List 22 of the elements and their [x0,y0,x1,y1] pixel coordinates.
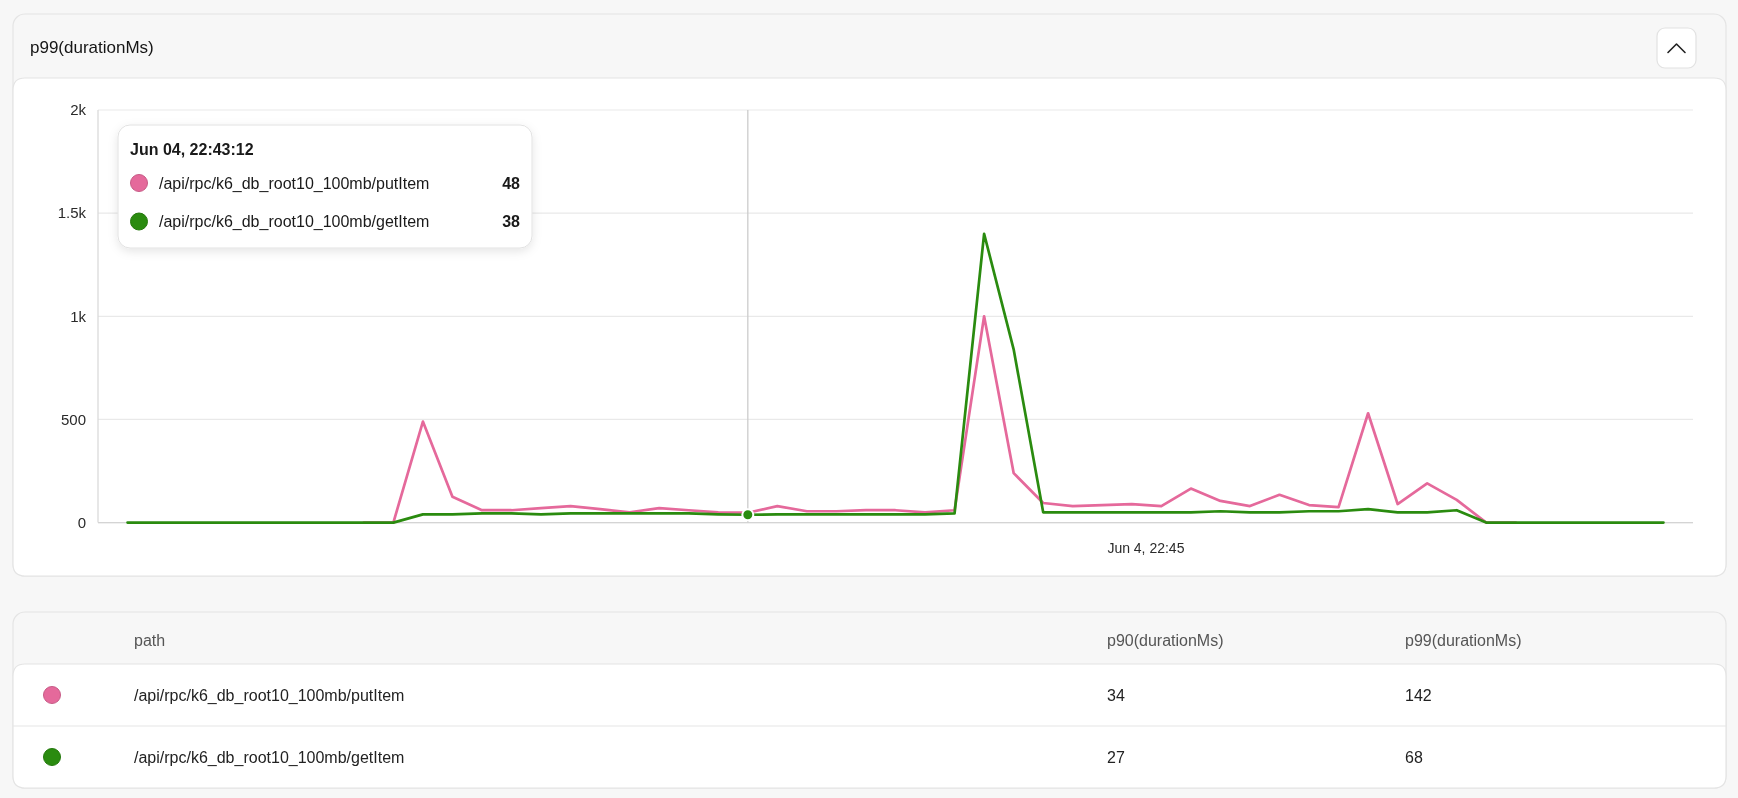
text: 34 [1107,686,1125,704]
y-tick-label: 1.5k [57,204,87,222]
text: Jun 4, 22:45 [1107,539,1185,556]
legend-label: /api/rpc/k6_db_root10_100mb/getItem [159,213,430,232]
text: 27 [1107,748,1125,766]
line-series [126,232,1665,524]
y-tick-label: 0 [77,513,86,531]
legend-label: /api/rpc/k6_db_root10_100mb/putItem [159,174,430,193]
y-tick-label: 500 [60,410,86,428]
legend-title: Jun 04, 22:43:12 [130,140,254,158]
annotation: 38 [502,213,521,231]
text: path [134,631,166,649]
text: 68 [1405,748,1423,766]
text: 142 [1405,686,1432,704]
text: /api/rpc/k6_db_root10_100mb/getItem [134,748,405,767]
text: /api/rpc/k6_db_root10_100mb/putItem [134,686,405,705]
chart-title: p99(durationMs) [30,38,154,57]
text: p90(durationMs) [1107,631,1224,649]
annotation: 48 [502,174,521,192]
y-tick-label: 1k [70,307,87,325]
y-tick-label: 2k [70,101,87,119]
text: p99(durationMs) [1405,631,1522,649]
